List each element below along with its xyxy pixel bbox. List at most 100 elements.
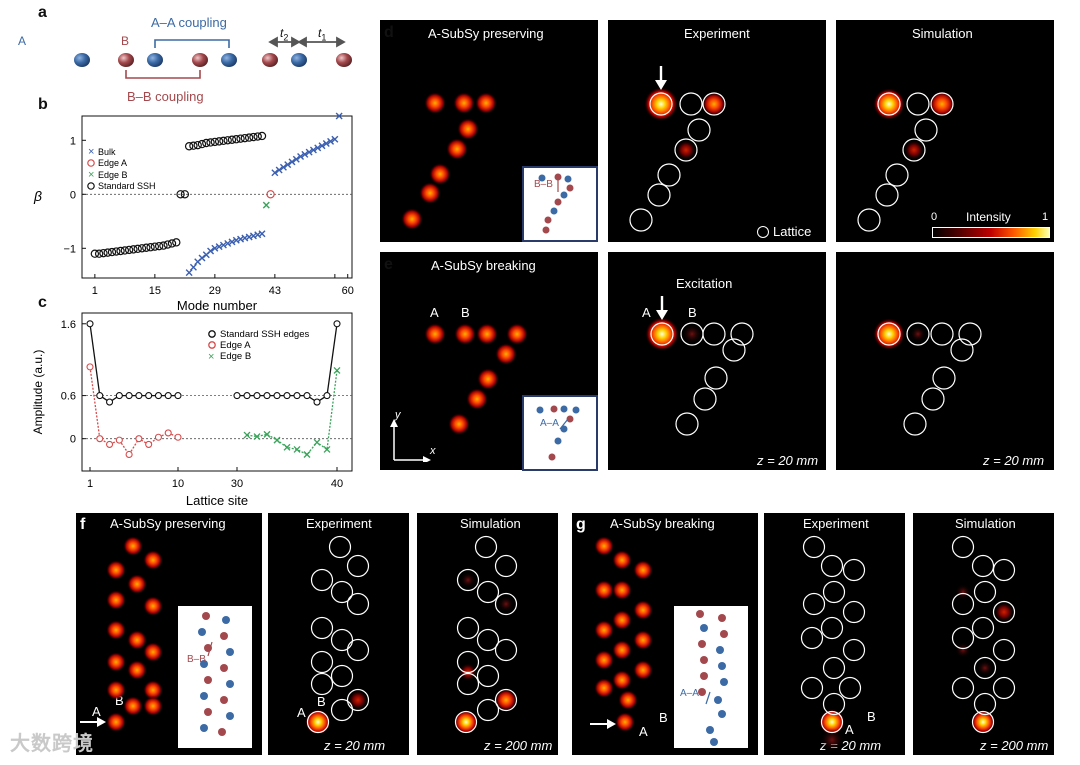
site-b-ball [220,664,228,672]
legend-edge-a: Edge A [98,158,127,168]
site-b-ball [218,728,226,736]
label-t2: t2 [280,26,289,43]
bb-coupling-bracket [125,70,201,79]
site-b-ball [696,610,704,618]
y-tick-label: −1 [63,243,76,255]
site-a-ball [226,648,234,656]
panel-e-title: A-SubSy breaking [431,258,536,273]
y-tick-label: 1 [70,135,76,147]
panel-e-site-b: B [461,305,470,320]
data-point [245,233,253,241]
data-point [210,137,220,147]
data-point [233,392,241,400]
data-point [146,243,155,252]
panel-f-simulation-image [417,513,558,755]
legend-edge-a: Edge A [220,340,251,351]
site-b-ball [202,612,210,620]
site-b-ball [698,688,706,696]
x-tick-label: 1 [92,285,98,297]
panel-e-simulation-image [836,252,1054,470]
data-point [103,248,112,257]
panel-d-experiment-image [608,20,826,242]
data-point [107,247,117,257]
legend-edge-a-marker [87,159,95,167]
data-point [253,433,261,440]
x-tick-label: 10 [172,478,184,490]
data-point [284,161,292,169]
data-point [176,190,185,199]
data-point [232,135,241,144]
site-a-ball [291,53,307,67]
site-b-ball [718,614,726,622]
data-point [271,169,279,177]
panel-g-exp-site-b: B [867,709,876,724]
panel-g-letter: g [576,516,586,533]
panel-f-exp-site-b: B [317,694,326,709]
data-point [206,138,215,147]
data-point [228,238,236,246]
site-b-ball [118,53,134,67]
site-b-ball [700,672,708,680]
site-b-ball [720,630,728,638]
data-point [145,440,153,448]
legend-ssh-edges: Standard SSH edges [220,329,310,340]
panel-e-experiment-image [608,252,826,470]
aa-link [705,691,711,705]
site-a-ball [710,738,718,746]
x-tick-label: 29 [209,285,221,297]
x-tick-label: 43 [269,285,281,297]
data-point [279,163,287,171]
data-point [293,392,301,400]
data-point [94,249,104,258]
panel-g-inset-label: A–A [680,688,699,699]
panel-f-site-a: A [92,704,101,719]
panel-c-chart: 0 0.6 1.6 1 10 30 40 Amplitude (a.u.) Lattice … [31,312,353,508]
panel-b-letter: b [38,96,48,113]
data-point [174,433,182,441]
data-point [318,142,326,150]
site-a-ball [222,616,230,624]
data-point [99,248,108,258]
label-aa-coupling: A–A coupling [151,15,227,30]
data-point [323,445,331,453]
site-a-ball [720,678,728,686]
data-point [90,249,100,258]
panel-f-experiment-image [268,513,409,755]
axis-y-label: y [395,409,401,421]
data-point [244,133,254,142]
data-point [112,247,121,256]
site-a-ball [226,712,234,720]
x-axis-label: Lattice site [186,493,248,508]
data-point [313,398,321,406]
data-point [154,392,162,400]
aa-coupling-bracket [154,39,230,48]
data-point [249,232,257,240]
legend-ssh-marker [87,182,95,190]
panel-g-input-arrow [590,719,616,729]
data-point [323,392,331,400]
y-tick-label: 1.6 [61,319,76,331]
data-point [172,238,181,247]
label-t1: t1 [318,26,327,43]
panel-f-title: A-SubSy preserving [110,516,226,531]
data-point [135,435,143,443]
data-point [333,366,341,374]
site-b-ball [204,708,212,716]
panel-e-sim-z: z = 20 mm [983,453,1045,468]
data-point [120,246,130,255]
site-b-ball [700,656,708,664]
legend-bulk-marker: × [88,146,94,158]
data-point [133,244,142,254]
data-point [219,241,227,249]
data-point [309,146,317,154]
panel-f-experiment-title: Experiment [306,516,372,531]
data-point [288,158,296,166]
label-bb-coupling: B–B coupling [127,89,204,104]
plot-frame [81,115,353,279]
legend-edge-b-marker: × [88,169,94,181]
data-point [240,133,250,143]
data-point [211,244,219,252]
y-tick-label: 0 [70,434,76,446]
data-point [193,140,202,150]
